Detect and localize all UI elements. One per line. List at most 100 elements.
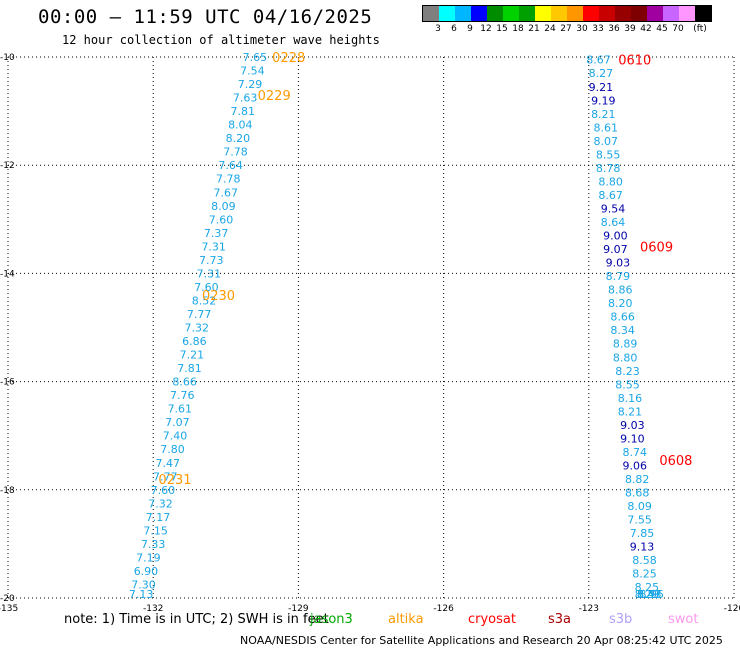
wave-height-value: 8.67 <box>598 189 623 202</box>
x-tick-label: -126 <box>433 604 454 614</box>
pass-time-label: 0609 <box>640 240 673 255</box>
wave-height-value: 7.32 <box>185 322 210 335</box>
wave-height-value: 7.76 <box>170 389 195 402</box>
pass-time-label: 0229 <box>258 89 291 104</box>
wave-height-value: 9.03 <box>606 257 631 270</box>
wave-height-value: 8.61 <box>593 121 618 134</box>
wave-height-value: 9.13 <box>630 541 655 554</box>
legend-swatch <box>567 6 583 21</box>
legend-label: 15 <box>496 24 508 34</box>
wave-height-value: 7.40 <box>163 430 188 443</box>
wave-height-value: 8.66 <box>610 311 635 324</box>
wave-height-value: 7.13 <box>129 588 154 601</box>
wave-height-value: 8.04 <box>228 119 253 132</box>
legend-label: 33 <box>592 24 604 34</box>
wave-height-value: 9.07 <box>603 243 628 256</box>
legend-label: 39 <box>624 24 636 34</box>
wave-height-value: 8.25 <box>632 568 657 581</box>
wave-height-value: 7.78 <box>216 173 241 186</box>
legend-label: 70 <box>672 24 684 34</box>
wave-height-value: 7.31 <box>197 267 222 280</box>
y-tick-label: -18 <box>0 486 15 496</box>
y-tick-label: -20 <box>0 594 15 604</box>
wave-height-value: 8.20 <box>608 297 633 310</box>
satellite-tracks: 7.657.547.297.637.818.048.207.787.647.78… <box>129 51 693 601</box>
wave-height-value: 8.20 <box>226 132 251 145</box>
wave-height-value: 7.30 <box>131 578 156 591</box>
wave-height-value: 7.85 <box>630 527 655 540</box>
legend-swatch <box>647 6 663 21</box>
legend-label: 6 <box>451 24 457 34</box>
wave-height-value: 9.19 <box>591 94 616 107</box>
x-tick-label: -120 <box>724 604 740 614</box>
legend-labels: 3 6 9 12 15 18 21 24 27 30 33 36 39 42 45 70 (ft) <box>422 22 712 36</box>
wave-height-value: 8.78 <box>596 162 621 175</box>
legend-swatch <box>551 6 567 21</box>
track-cryosat: 8.678.279.219.198.218.618.078.558.788.80… <box>586 54 692 601</box>
legend-label: 18 <box>512 24 524 34</box>
wave-height-value: 7.55 <box>627 514 652 527</box>
satellite-legend-jason3: jason3 <box>310 612 353 627</box>
pass-time-label: 0231 <box>158 473 191 488</box>
legend-swatch <box>599 6 615 21</box>
legend-color-bar <box>422 5 712 22</box>
legend-label: 45 <box>656 24 668 34</box>
wave-height-value: 7.73 <box>199 254 224 267</box>
wave-height-value: 7.29 <box>238 78 263 91</box>
wave-height-value: 7.33 <box>141 538 166 551</box>
wave-height-value: 8.07 <box>593 135 618 148</box>
wave-height-value: 7.37 <box>204 227 229 240</box>
wave-height-value: 9.10 <box>620 432 645 445</box>
wave-height-value: 7.21 <box>180 349 205 362</box>
axis-ticks: -135 -132 -129 -126 -123 -120 -10 -12 -14 -16 -18 -… <box>0 53 740 614</box>
wave-height-value: 8.21 <box>591 108 616 121</box>
wave-height-value: 7.31 <box>201 240 226 253</box>
wave-height-value: 9.00 <box>603 230 628 243</box>
legend-label: 24 <box>544 24 556 34</box>
wave-height-value: 8.89 <box>613 338 638 351</box>
wave-height-value: 8.86 <box>608 284 633 297</box>
wave-height-value: 7.81 <box>230 105 255 118</box>
x-tick-label: -123 <box>579 604 599 614</box>
legend-swatch <box>631 6 647 21</box>
map-grid <box>7 56 735 599</box>
legend-swatch <box>471 6 487 21</box>
wave-height-value: 8.23 <box>615 365 640 378</box>
wave-height-value: 8.52 <box>192 294 217 307</box>
wave-height-value: 8.16 <box>618 392 643 405</box>
wave-height-value: 8.21 <box>618 405 643 418</box>
legend-label: 12 <box>480 24 492 34</box>
legend-swatch <box>615 6 631 21</box>
legend-label: 9 <box>467 24 473 34</box>
x-tick-label: -135 <box>0 604 18 614</box>
y-tick-label: -16 <box>0 378 15 388</box>
wave-height-value: 7.63 <box>233 92 258 105</box>
wave-height-value: 7.77 <box>153 470 178 483</box>
wave-height-value: 7.17 <box>146 511 171 524</box>
wave-height-value: 7.54 <box>240 65 265 78</box>
wave-height-value: 7.15 <box>143 524 168 537</box>
wave-height-value: 8.43 <box>637 588 662 601</box>
wave-height-value: 8.55 <box>615 378 640 391</box>
wave-height-value: 9.06 <box>623 459 648 472</box>
wave-height-value: 7.81 <box>177 362 202 375</box>
legend-swatch <box>423 6 439 21</box>
legend-label: 30 <box>576 24 588 34</box>
legend-swatch <box>679 6 695 21</box>
wave-height-value: 8.55 <box>596 148 621 161</box>
wave-height-value: 8.29 <box>635 588 660 601</box>
legend-label: 42 <box>640 24 652 34</box>
wave-height-value: 7.65 <box>243 51 268 64</box>
wave-height-value: 7.47 <box>155 457 180 470</box>
map-title: 00:00 — 11:59 UTC 04/16/2025 <box>38 6 373 28</box>
legend-label: 36 <box>608 24 620 34</box>
wave-height-value: 7.67 <box>214 186 239 199</box>
wave-height-value: 8.09 <box>627 500 652 513</box>
wave-height-value: 8.82 <box>625 473 650 486</box>
footer-note: note: 1) Time is in UTC; 2) SWH is in fe… <box>64 612 329 627</box>
pass-time-label: 0608 <box>659 454 692 469</box>
pass-time-label: 0610 <box>618 54 651 69</box>
pass-time-label: 0230 <box>202 289 235 304</box>
credit-line: NOAA/NESDIS Center for Satellite Applica… <box>240 634 723 647</box>
